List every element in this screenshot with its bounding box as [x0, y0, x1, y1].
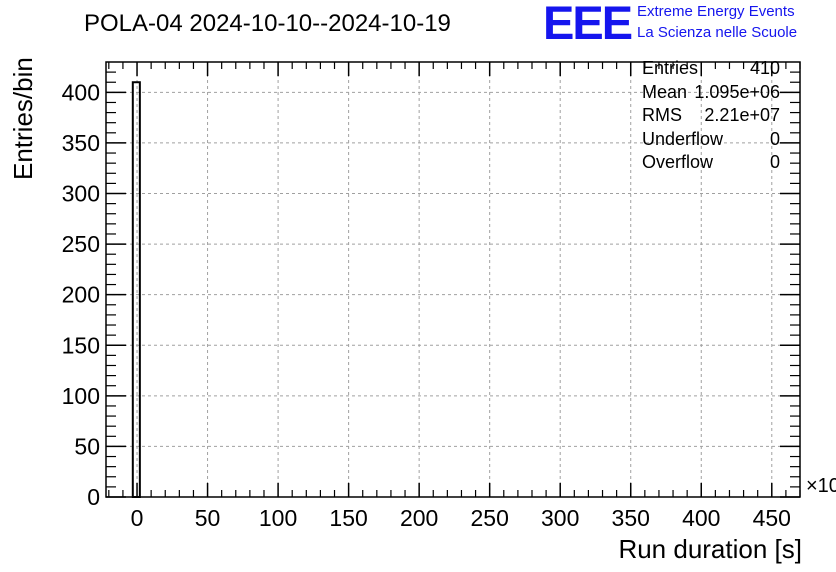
- stat-value: 410: [749, 58, 780, 78]
- stat-label: RMS: [642, 105, 682, 125]
- y-tick-label: 50: [74, 433, 100, 459]
- y-tick-label: 400: [62, 79, 100, 105]
- stat-overflow: Overflow 0: [636, 152, 784, 176]
- x-tick-label: 400: [682, 505, 720, 531]
- stat-underflow: Underflow 0: [636, 129, 784, 153]
- x-tick-label: 100: [259, 505, 297, 531]
- y-tick-label: 200: [62, 282, 100, 308]
- x-tick-label: 50: [195, 505, 221, 531]
- stat-rms: RMS 2.21e+07: [636, 105, 784, 129]
- x-axis-multiplier: ×10: [806, 475, 836, 497]
- stat-value: 0: [769, 128, 780, 149]
- x-tick-label: 350: [612, 505, 650, 531]
- stat-value: 1.095e+06: [694, 81, 780, 102]
- y-tick-label: 150: [62, 332, 100, 358]
- x-tick-label: 200: [400, 505, 438, 531]
- x-axis-label: Run duration [s]: [618, 534, 802, 564]
- stats-box: Entries 410 Mean 1.095e+06 RMS 2.21e+07 …: [636, 58, 784, 176]
- chart-title: POLA-04 2024-10-10--2024-10-19: [84, 10, 451, 37]
- stat-label: Overflow: [642, 152, 714, 172]
- y-tick-label: 350: [62, 130, 100, 156]
- plot-border: [105, 61, 801, 498]
- x-tick-label: 0: [131, 505, 144, 531]
- stat-entries: Entries 410: [636, 58, 784, 82]
- axis-ticks: [106, 62, 801, 498]
- eee-logo: EEE: [543, 0, 633, 49]
- histogram-bar: [131, 81, 141, 499]
- x-tick-label: 450: [753, 505, 791, 531]
- stat-value: 0: [769, 152, 780, 172]
- plot-frame: [105, 61, 801, 498]
- histogram-bars: [131, 81, 141, 499]
- x-tick-label: 250: [470, 505, 508, 531]
- logo-line-2: La Scienza nelle Scuole: [637, 24, 798, 41]
- stat-mean: Mean 1.095e+06: [636, 82, 784, 106]
- stat-label: Underflow: [642, 128, 724, 149]
- logo-line-1: Extreme Energy Events: [637, 3, 795, 20]
- tick-labels: 0 50 100 150 200 250 300 350 400 450 0 50 100 150 200 2…: [62, 79, 791, 531]
- grid-lines: [106, 62, 800, 497]
- y-tick-label: 250: [62, 231, 100, 257]
- y-tick-label: 300: [62, 181, 100, 207]
- y-tick-label: 0: [87, 484, 100, 510]
- stat-label: Mean: [642, 81, 688, 102]
- stat-value: 2.21e+07: [704, 105, 780, 125]
- y-axis-label: Entries/bin: [8, 57, 38, 180]
- x-tick-label: 150: [329, 505, 367, 531]
- stat-label: Entries: [642, 58, 699, 78]
- y-tick-label: 100: [62, 383, 100, 409]
- x-tick-label: 300: [541, 505, 579, 531]
